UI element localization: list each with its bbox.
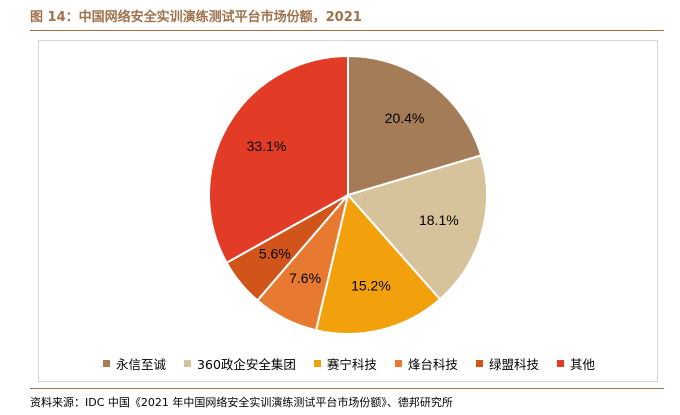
legend-swatch	[556, 360, 564, 367]
legend-swatch	[475, 360, 483, 367]
legend-label: 360政企安全集团	[197, 357, 296, 372]
source-note: 资料来源：IDC 中国《2021 年中国网络安全实训演练测试平台市场份额》、德邦…	[30, 396, 453, 409]
legend-label: 赛宁科技	[326, 357, 377, 372]
legend-swatch	[184, 360, 192, 367]
slice-label: 15.2%	[351, 277, 391, 293]
slice-label: 5.6%	[259, 245, 291, 261]
pie-slice	[347, 54, 483, 197]
legend-item: 其他	[556, 354, 595, 373]
legend-swatch	[394, 360, 402, 367]
pie-slice	[346, 154, 488, 301]
legend-swatch	[313, 360, 321, 367]
pie-slice	[314, 192, 442, 335]
legend-item: 烽台科技	[394, 354, 458, 373]
slice-label: 7.6%	[289, 270, 321, 286]
chart-frame	[38, 40, 658, 382]
legend: 永信至诚 360政企安全集团 赛宁科技 烽台科技 绿盟科技 其他	[40, 354, 658, 373]
legend-label: 烽台科技	[407, 357, 458, 372]
legend-item: 360政企安全集团	[184, 354, 296, 373]
legend-label: 其他	[569, 357, 595, 372]
slice-label: 20.4%	[385, 110, 425, 126]
footer-divider	[30, 388, 664, 389]
legend-label: 永信至诚	[116, 357, 167, 372]
legend-swatch	[103, 360, 111, 367]
slice-label: 18.1%	[419, 212, 459, 228]
slice-label: 33.1%	[247, 138, 287, 154]
legend-item: 永信至诚	[103, 354, 166, 373]
chart-title: 图 14：中国网络安全实训演练测试平台市场份额，2021	[30, 10, 362, 25]
pie-slice	[208, 54, 349, 265]
legend-item: 绿盟科技	[475, 354, 539, 373]
legend-item: 赛宁科技	[313, 354, 377, 373]
title-divider	[30, 30, 664, 31]
legend-label: 绿盟科技	[488, 357, 539, 372]
